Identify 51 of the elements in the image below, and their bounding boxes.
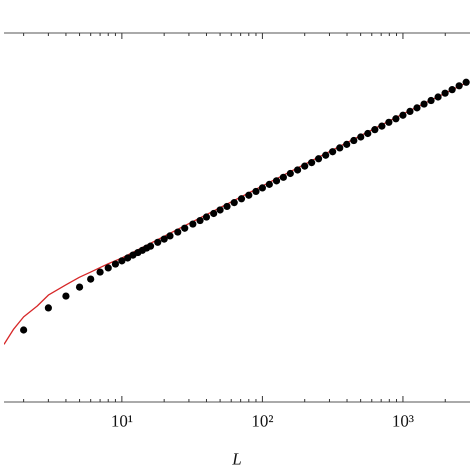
point (216, 206, 224, 214)
point (230, 199, 238, 206)
point (266, 180, 273, 188)
point (252, 188, 260, 196)
x-tick-label: 10³ (392, 412, 414, 431)
point (202, 213, 210, 221)
point (238, 195, 246, 202)
point (350, 136, 358, 144)
point (210, 210, 218, 218)
point (434, 93, 442, 101)
x-axis-title: L (231, 449, 242, 468)
point (154, 238, 162, 246)
point (245, 192, 252, 199)
point (364, 130, 372, 138)
point (189, 220, 196, 228)
point (301, 162, 308, 170)
point (258, 184, 266, 192)
point (413, 104, 421, 112)
point (420, 100, 428, 108)
point (343, 140, 350, 148)
point (166, 232, 174, 240)
point (286, 170, 294, 178)
point (406, 108, 414, 116)
x-tick-label: 10¹ (110, 412, 133, 431)
point (385, 118, 392, 126)
point (314, 155, 322, 162)
point (160, 236, 168, 243)
point (280, 174, 287, 181)
point (448, 86, 456, 94)
point (427, 96, 435, 104)
point (442, 90, 449, 97)
point (392, 115, 400, 122)
point (181, 224, 188, 232)
point (62, 292, 70, 300)
point (174, 228, 182, 236)
point (456, 82, 463, 90)
point (329, 148, 336, 156)
point (371, 126, 378, 134)
point (378, 122, 386, 130)
point (272, 177, 280, 184)
point (308, 159, 316, 166)
point (223, 202, 231, 210)
point (196, 216, 204, 224)
point (322, 152, 330, 159)
point (462, 78, 470, 86)
point (336, 144, 344, 152)
point (294, 166, 302, 174)
point (146, 242, 154, 250)
point (357, 133, 364, 141)
point (399, 112, 407, 119)
x-tick-label: 10² (251, 412, 274, 431)
